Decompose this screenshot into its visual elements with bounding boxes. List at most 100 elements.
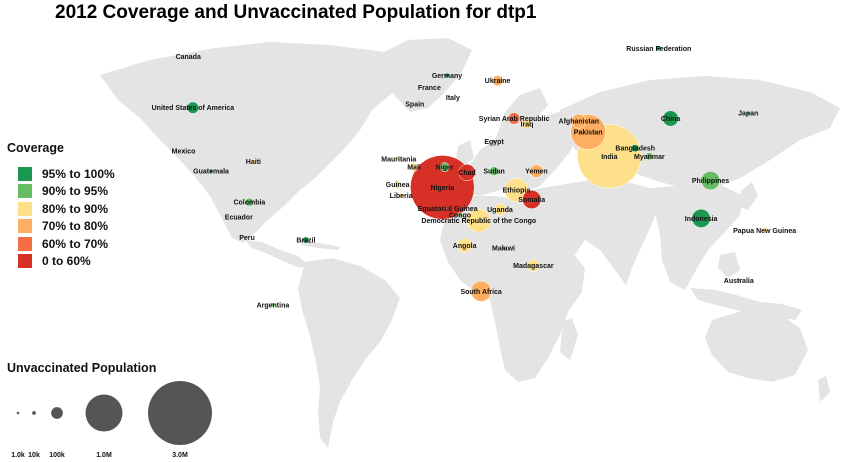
- country-bubble[interactable]: [493, 203, 507, 216]
- country-bubble[interactable]: [302, 236, 310, 244]
- coverage-swatch: [18, 236, 32, 251]
- size-legend-circle: [16, 411, 20, 415]
- country-bubble[interactable]: [522, 190, 542, 209]
- land-new-zealand: [818, 376, 830, 402]
- country-label: Congo: [449, 212, 471, 219]
- coverage-legend-item: 90% to 95%: [18, 183, 115, 201]
- land-british-isles: [456, 140, 474, 166]
- coverage-legend-item: 0 to 60%: [18, 253, 115, 271]
- country-bubble[interactable]: [507, 112, 521, 125]
- country-label: Iraq: [521, 121, 534, 128]
- size-legend-circle: [51, 407, 63, 419]
- country-labels: Canada United States of America Mexico Hait…: [152, 46, 797, 309]
- country-label: Nigeria: [430, 185, 454, 192]
- coverage-legend-label: 0 to 60%: [42, 254, 91, 269]
- country-label: Australia: [724, 278, 754, 285]
- country-bubble[interactable]: [270, 302, 276, 308]
- country-bubble[interactable]: [571, 113, 587, 129]
- country-label: South Africa: [460, 289, 501, 296]
- country-bubble[interactable]: [504, 178, 529, 202]
- coverage-legend-label: 95% to 100%: [42, 166, 115, 181]
- coverage-legend-label: 60% to 70%: [42, 236, 109, 251]
- land-africa: [440, 196, 585, 382]
- country-bubble[interactable]: [186, 101, 200, 114]
- country-label: Spain: [405, 102, 424, 109]
- country-label: Equatorial Guinea: [418, 206, 478, 213]
- country-bubble[interactable]: [250, 159, 256, 165]
- country-label: Colombia: [233, 200, 265, 207]
- coverage-swatch: [18, 219, 32, 234]
- country-label: Peru: [239, 235, 255, 242]
- country-bubble[interactable]: [701, 171, 721, 191]
- land-philippines: [718, 252, 740, 278]
- country-bubble[interactable]: [396, 156, 402, 162]
- size-legend-title: Unvaccinated Population: [7, 361, 157, 375]
- country-label: India: [601, 154, 617, 161]
- country-bubble[interactable]: [492, 139, 496, 144]
- country-bubble[interactable]: [398, 192, 404, 198]
- coverage-swatch: [18, 166, 32, 181]
- country-bubble[interactable]: [631, 144, 640, 153]
- country-bubbles: [181, 45, 768, 308]
- land-south-america: [298, 258, 400, 448]
- country-label: Uganda: [487, 207, 513, 214]
- country-bubble[interactable]: [444, 72, 450, 78]
- size-legend-label: 1.0M: [96, 452, 112, 459]
- coverage-legend-label: 70% to 80%: [42, 219, 109, 234]
- country-bubble[interactable]: [492, 75, 504, 87]
- country-bubble[interactable]: [393, 180, 402, 189]
- country-bubble[interactable]: [645, 152, 654, 161]
- country-bubble[interactable]: [527, 259, 540, 272]
- country-label: Liberia: [390, 193, 413, 200]
- country-bubble[interactable]: [655, 45, 662, 52]
- country-label: Egypt: [484, 139, 504, 146]
- size-legend-label: 3.0M: [172, 452, 188, 459]
- country-label: Guinea: [386, 182, 410, 189]
- country-bubble[interactable]: [410, 155, 475, 220]
- country-bubble[interactable]: [466, 208, 491, 233]
- country-bubble[interactable]: [457, 237, 473, 253]
- land-masses: [100, 38, 840, 448]
- country-bubble[interactable]: [445, 206, 450, 211]
- coverage-legend-item: 95% to 100%: [18, 165, 115, 183]
- country-bubble[interactable]: [691, 208, 711, 228]
- country-bubble[interactable]: [489, 166, 499, 176]
- land-north-america: [100, 42, 420, 243]
- size-legend-circle: [32, 411, 36, 415]
- country-label: Chad: [458, 170, 476, 177]
- country-label: Bangladesh: [615, 146, 655, 153]
- country-bubble[interactable]: [181, 149, 186, 153]
- country-bubble[interactable]: [737, 278, 741, 283]
- coverage-legend-label: 90% to 95%: [42, 184, 109, 199]
- country-label: Guatemala: [193, 169, 229, 176]
- country-label: Papua New Guinea: [733, 228, 796, 235]
- country-label: Angola: [453, 243, 477, 250]
- land-east-asia: [650, 185, 742, 290]
- country-label: Brazil: [296, 238, 315, 245]
- country-bubble[interactable]: [501, 246, 506, 251]
- country-bubble[interactable]: [208, 168, 214, 174]
- country-label: Niger: [436, 165, 454, 172]
- country-bubble[interactable]: [529, 164, 544, 178]
- country-label: Ethiopia: [503, 188, 531, 195]
- country-bubble[interactable]: [457, 212, 463, 218]
- size-legend-circle: [85, 394, 123, 432]
- land-greenland: [372, 38, 472, 112]
- country-label: Democratic Republic of the Congo: [421, 218, 536, 225]
- country-label: China: [661, 116, 681, 123]
- land-maritime-asia: [690, 288, 802, 320]
- country-bubble[interactable]: [439, 162, 450, 172]
- country-bubble[interactable]: [761, 227, 768, 234]
- country-bubble[interactable]: [245, 197, 254, 207]
- land-central-america: [245, 240, 308, 268]
- country-bubble[interactable]: [458, 163, 476, 182]
- country-bubble[interactable]: [746, 111, 750, 115]
- country-bubble[interactable]: [409, 162, 419, 172]
- country-label: Argentina: [257, 302, 290, 309]
- coverage-legend-item: 70% to 80%: [18, 218, 115, 236]
- country-bubble[interactable]: [470, 280, 492, 302]
- country-bubble[interactable]: [521, 118, 533, 130]
- country-bubble[interactable]: [662, 110, 679, 127]
- country-label: Haiti: [246, 159, 261, 166]
